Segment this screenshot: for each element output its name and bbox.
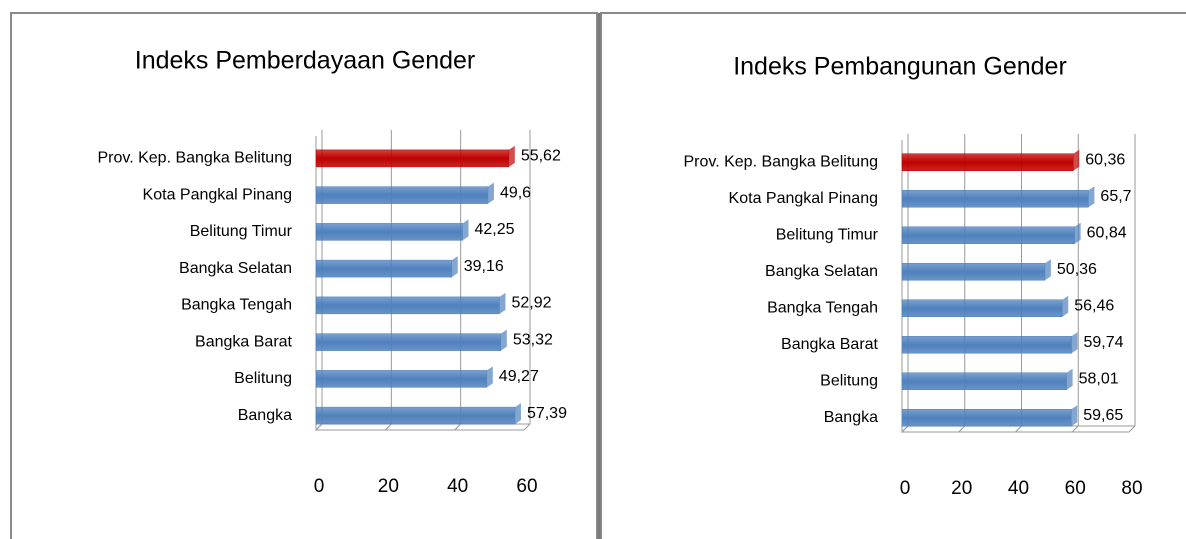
bar-side — [1062, 295, 1069, 317]
x-tick-label: 40 — [1008, 478, 1029, 499]
x-tick-label: 80 — [1121, 478, 1142, 499]
grid-foot — [384, 423, 392, 431]
bar — [901, 263, 1046, 281]
value-label: 60,84 — [1087, 224, 1127, 241]
value-label: 57,39 — [527, 405, 567, 422]
grid-foot — [523, 423, 531, 431]
x-tick-label: 20 — [951, 478, 972, 499]
grid-foot — [454, 423, 462, 431]
bar — [901, 190, 1089, 208]
grid-foot — [958, 425, 966, 433]
right-panel — [600, 12, 1186, 539]
bar-side — [451, 256, 458, 278]
bar-side — [486, 366, 493, 388]
category-label: Kota Pangkal Pinang — [729, 190, 878, 207]
category-label: Belitung Timur — [776, 226, 879, 243]
bar — [901, 372, 1067, 390]
category-label: Belitung — [820, 372, 878, 389]
x-tick-label: 60 — [1065, 478, 1086, 499]
category-label: Bangka — [238, 407, 292, 424]
bar-side — [462, 219, 469, 241]
value-label: 52,92 — [511, 295, 551, 312]
bar — [315, 259, 453, 278]
chart-title: Indeks Pembangunan Gender — [733, 53, 1067, 81]
value-label: 49,6 — [500, 184, 531, 201]
bar-side — [487, 182, 494, 204]
bar — [901, 336, 1072, 354]
bar-side — [1066, 368, 1073, 390]
value-label: 55,62 — [521, 148, 561, 165]
category-label: Bangka Tengah — [181, 297, 292, 314]
value-label: 56,46 — [1074, 297, 1114, 314]
value-label: 39,16 — [464, 258, 504, 275]
bar — [901, 409, 1072, 427]
value-label: 58,01 — [1079, 370, 1119, 387]
x-tick-label: 60 — [516, 476, 537, 497]
bar-side — [1044, 259, 1051, 281]
category-label: Bangka Selatan — [765, 263, 878, 280]
x-tick-label: 20 — [378, 476, 399, 497]
bar — [901, 299, 1063, 317]
value-label: 59,65 — [1083, 407, 1123, 424]
grid-foot — [315, 423, 323, 431]
category-label: Kota Pangkal Pinang — [143, 186, 292, 203]
bar-side — [499, 292, 506, 314]
bar-side — [500, 329, 507, 351]
category-label: Prov. Kep. Bangka Belitung — [684, 153, 879, 170]
grid-foot — [1128, 425, 1136, 433]
category-label: Belitung Timur — [190, 223, 293, 240]
chart-title: Indeks Pemberdayaan Gender — [135, 47, 476, 75]
value-label: 42,25 — [474, 221, 514, 238]
x-tick-label: 40 — [447, 476, 468, 497]
x-tick-label: 0 — [900, 478, 911, 499]
value-label: 50,36 — [1057, 261, 1097, 278]
category-label: Belitung — [234, 370, 292, 387]
bar — [315, 186, 489, 204]
value-label: 65,7 — [1100, 188, 1131, 205]
bar-side — [508, 145, 515, 167]
bar — [901, 226, 1075, 244]
bar-side — [1074, 222, 1081, 244]
bar-side — [1088, 186, 1095, 208]
value-label: 60,36 — [1085, 151, 1125, 168]
grid-foot — [901, 425, 909, 433]
bar — [315, 296, 500, 315]
bar — [315, 406, 516, 425]
left-panel — [10, 12, 598, 539]
bar-side — [1071, 332, 1078, 354]
category-label: Bangka Selatan — [179, 260, 292, 277]
bar — [315, 149, 510, 168]
category-label: Bangka Tengah — [767, 299, 878, 316]
bar — [315, 333, 502, 351]
category-label: Bangka Barat — [195, 333, 293, 350]
value-label: 53,32 — [513, 331, 553, 348]
grid-foot — [1015, 425, 1022, 433]
category-label: Bangka — [824, 409, 878, 426]
value-label: 59,74 — [1084, 334, 1124, 351]
bar — [315, 370, 488, 388]
bar-side — [1071, 405, 1078, 427]
bar — [315, 223, 463, 241]
grid-foot — [1071, 425, 1079, 433]
bar-side — [514, 403, 521, 425]
category-label: Prov. Kep. Bangka Belitung — [98, 150, 293, 167]
x-tick-label: 0 — [314, 476, 325, 497]
bar — [901, 153, 1074, 171]
bar-side — [1073, 149, 1080, 171]
value-label: 49,27 — [499, 368, 539, 385]
category-label: Bangka Barat — [781, 336, 879, 353]
